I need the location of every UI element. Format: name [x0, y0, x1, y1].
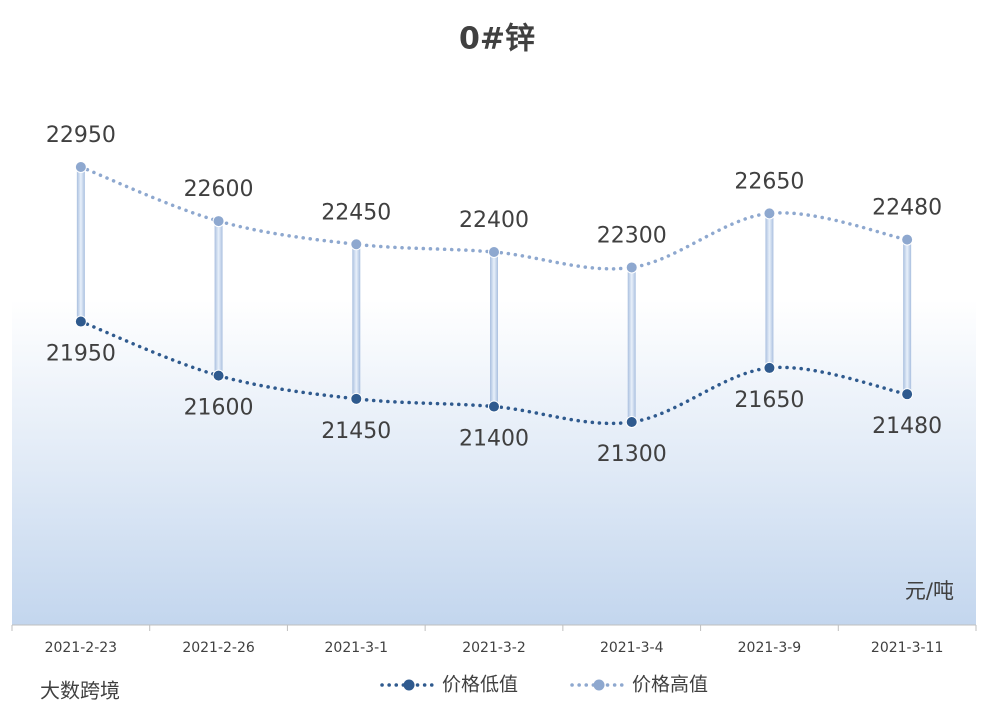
- high-low-line: [214, 221, 223, 376]
- data-label: 22300: [597, 223, 667, 248]
- data-label: 22650: [734, 169, 804, 194]
- marker: [74, 161, 87, 173]
- marker: [350, 238, 363, 251]
- data-label: 22600: [184, 177, 254, 202]
- marker: [763, 207, 776, 220]
- marker: [488, 246, 500, 258]
- x-tick-label: 2021-3-2: [462, 640, 526, 656]
- marker: [350, 392, 363, 405]
- marker: [74, 315, 87, 328]
- data-label: 21480: [872, 414, 942, 439]
- data-label: 22950: [46, 123, 116, 148]
- data-label: 21400: [459, 427, 529, 452]
- data-label: 21600: [184, 396, 254, 421]
- x-tick-label: 2021-2-23: [45, 640, 117, 656]
- data-label: 21300: [597, 442, 667, 467]
- data-label: 22450: [321, 200, 391, 225]
- marker: [488, 400, 500, 413]
- high-low-line: [903, 239, 912, 395]
- marker: [901, 388, 914, 401]
- marker: [625, 416, 638, 428]
- legend-marker: [593, 679, 605, 691]
- high-low-line: [352, 244, 361, 399]
- high-low-line: [76, 167, 85, 322]
- legend-marker: [403, 679, 415, 691]
- high-low-line: [490, 252, 498, 407]
- marker: [212, 369, 225, 382]
- marker: [212, 215, 225, 228]
- marker: [625, 261, 638, 274]
- data-label: 21450: [321, 419, 391, 444]
- data-label: 21650: [734, 388, 804, 413]
- x-tick-label: 2021-3-1: [325, 640, 389, 656]
- chart-title: 0#锌: [459, 22, 535, 57]
- data-label: 22400: [459, 208, 529, 233]
- x-tick-label: 2021-3-9: [738, 640, 802, 656]
- x-tick-label: 2021-3-11: [871, 640, 943, 656]
- data-label: 21950: [46, 342, 116, 367]
- marker: [901, 233, 914, 246]
- legend-label: 价格低值: [442, 674, 518, 696]
- x-tick-label: 2021-3-4: [600, 640, 664, 656]
- marker: [763, 361, 776, 374]
- x-tick-label: 2021-2-26: [182, 640, 255, 656]
- high-low-line: [627, 267, 636, 422]
- high-low-line: [765, 213, 774, 368]
- watermark: 大数跨境: [40, 679, 120, 703]
- legend-label: 价格高值: [632, 674, 708, 696]
- unit-label: 元/吨: [905, 579, 954, 603]
- data-label: 22480: [872, 196, 942, 221]
